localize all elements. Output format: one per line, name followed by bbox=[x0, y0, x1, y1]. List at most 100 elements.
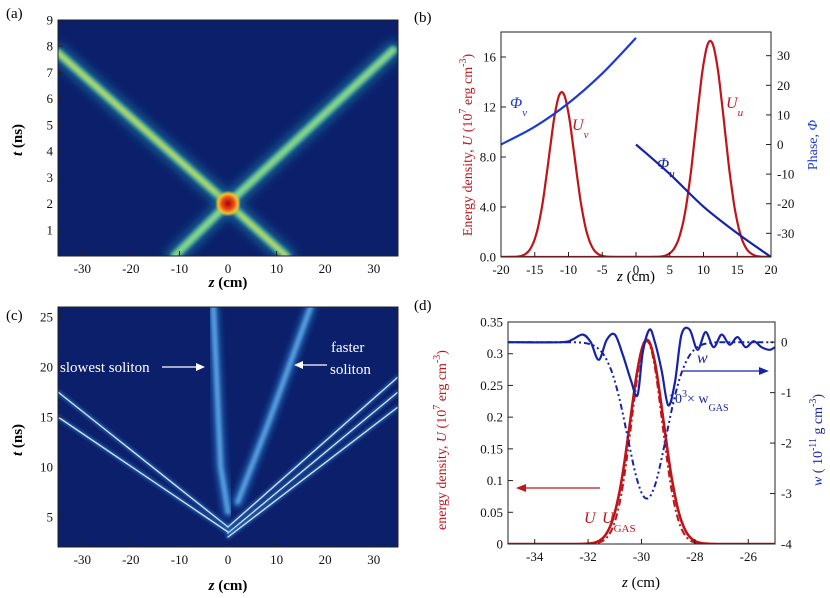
panel-c-ytick-tick-label: 25 bbox=[40, 310, 53, 325]
panel-a-background bbox=[58, 20, 398, 256]
panel-a-ytick-tick-label: 7 bbox=[47, 65, 54, 80]
panel-c-xtick-label: 20 bbox=[319, 552, 332, 567]
panel-c-xtick-label: 0 bbox=[225, 552, 232, 567]
panel-d-xtick-label: -32 bbox=[579, 549, 596, 564]
panel-c-xtick-label: -10 bbox=[171, 552, 188, 567]
panel-b-xtick-label: -10 bbox=[560, 262, 577, 277]
panel-b-ytick-tick-label: 12 bbox=[483, 100, 496, 115]
panel-a-xtick-label: 30 bbox=[367, 261, 380, 276]
series-u-u bbox=[501, 39, 771, 257]
series-u-gas bbox=[508, 340, 775, 544]
panel-a-chart: -30 -20 -10 0 10 20 30 1 2 3 4 5 6 7 8 9 bbox=[47, 13, 399, 276]
u-u-label: Uu bbox=[726, 95, 744, 119]
series-phi-v bbox=[501, 37, 637, 146]
panel-a-xtick-label: 10 bbox=[270, 261, 283, 276]
u-label-d: U bbox=[584, 510, 597, 527]
panel-d-y2tick-tick-label: -2 bbox=[781, 436, 792, 451]
panel-d-ylabel: energy density, U (107 erg cm-3) bbox=[432, 350, 450, 530]
soliton-track-c-1 bbox=[210, 307, 231, 515]
panel-b-ylabel: Energy density, U (107 erg cm-3) bbox=[458, 54, 476, 237]
panel-a-ytick-tick-label: 6 bbox=[47, 91, 54, 106]
panel-c-xtick-label: -20 bbox=[122, 552, 139, 567]
slowest-soliton-label: slowest soliton bbox=[60, 360, 150, 376]
panel-b-xtick-label: -15 bbox=[526, 262, 543, 277]
panel-d-y2tick-tick-label: -1 bbox=[781, 385, 792, 400]
u-v-label: Uv bbox=[572, 117, 589, 141]
panel-d-label: (d) bbox=[414, 298, 432, 314]
wgas-label: 103× wGAS bbox=[668, 389, 729, 414]
panel-c-ylabel: t (ns) bbox=[10, 424, 26, 456]
panel-b-y2tick-tick-label: -30 bbox=[777, 226, 794, 241]
panel-d-ytick-tick-label: 0 bbox=[497, 537, 504, 552]
panel-a-xtick-label: 20 bbox=[319, 261, 332, 276]
series-phi-u bbox=[635, 143, 771, 257]
panel-b-xtick-label: 0 bbox=[633, 262, 640, 277]
panel-a-ytick-tick-label: 8 bbox=[47, 39, 54, 54]
panel-b-y2tick-tick-label: 10 bbox=[777, 107, 790, 122]
panel-d-ytick-tick-label: 0.25 bbox=[480, 378, 503, 393]
panel-b-xtick-label: 5 bbox=[667, 262, 674, 277]
series-wgas bbox=[508, 341, 775, 500]
soliton-track-c-2 bbox=[235, 307, 314, 505]
w-label: w bbox=[697, 350, 708, 367]
panel-c-label: (c) bbox=[6, 308, 23, 324]
panel-c-ytick-tick-label: 10 bbox=[40, 460, 53, 475]
panel-b-xtick-label: 20 bbox=[765, 262, 778, 277]
panel-a-xlabel: z (cm) bbox=[208, 275, 248, 291]
panel-d-xlabel: z (cm) bbox=[621, 575, 660, 591]
panel-d-y2tick-tick-label: 0 bbox=[781, 335, 788, 350]
panel-d-xtick-label: -30 bbox=[633, 549, 650, 564]
panel-c-ytick-tick-label: 20 bbox=[40, 360, 53, 375]
panel-b-y2tick-tick-label: 0 bbox=[777, 137, 784, 152]
panel-b-ytick-tick-label: 4.0 bbox=[480, 200, 496, 215]
series-w bbox=[508, 326, 775, 407]
panel-a-ytick-tick-label: 1 bbox=[47, 222, 54, 237]
panel-b-ytick-tick-label: 16 bbox=[483, 50, 497, 65]
soliton-track-c-7 bbox=[58, 416, 229, 533]
panel-d-ytick-tick-label: 0.35 bbox=[480, 315, 503, 330]
panel-a-label: (a) bbox=[6, 6, 23, 22]
faster-soliton-label-line2: soliton bbox=[330, 362, 371, 378]
panel-b-y2tick-tick-label: 30 bbox=[777, 48, 790, 63]
series-u-v bbox=[501, 90, 771, 257]
panel-a-xtick-label: -20 bbox=[122, 261, 139, 276]
panel-a-ytick-tick-label: 4 bbox=[47, 144, 54, 159]
series-u bbox=[508, 338, 775, 544]
ugas-label: UGAS bbox=[602, 510, 636, 535]
panel-d-y2tick-tick-label: -4 bbox=[781, 537, 792, 552]
panel-d-xtick-label: -26 bbox=[740, 549, 758, 564]
panel-b-ytick-tick-label: 8.0 bbox=[480, 150, 496, 165]
panel-b-xtick-label: 10 bbox=[697, 262, 710, 277]
panel-a-xtick-label: -10 bbox=[171, 261, 188, 276]
panel-b-y2tick-tick-label: 20 bbox=[777, 78, 790, 93]
phi-v-label: Φv bbox=[510, 95, 527, 119]
panel-b-label: (b) bbox=[414, 10, 432, 26]
panel-a-ylabel: t (ns) bbox=[10, 124, 26, 156]
panel-c-ytick-tick-label: 5 bbox=[47, 510, 54, 525]
panel-d-y2label: w ( 10-11 g cm-3) bbox=[808, 394, 826, 486]
panel-d-chart: -34 -32 -30 -28 -2600.050.10.150.20.250.30.3… bbox=[480, 315, 792, 565]
panel-b-y2tick-tick-label: -10 bbox=[777, 167, 794, 182]
panel-d-ytick-tick-label: 0.3 bbox=[487, 346, 503, 361]
panel-d-ytick-tick-label: 0.1 bbox=[487, 473, 503, 488]
phi-u-label: Φu bbox=[657, 156, 675, 180]
panel-b-chart: -20 -15 -10 -5 0 5 10 15 20 0.0 4.0 8.0 12 16 -30 -20 -1… bbox=[480, 31, 794, 277]
panel-a-ytick-tick-label: 9 bbox=[47, 13, 54, 28]
panel-c-ytick-tick-label: 15 bbox=[40, 410, 53, 425]
soliton-track-c-6 bbox=[58, 391, 229, 528]
panel-c-xtick-label: 30 bbox=[367, 552, 380, 567]
panel-b-ytick-tick-label: 0.0 bbox=[480, 250, 496, 265]
soliton-track-c-4 bbox=[227, 391, 398, 534]
faster-soliton-label-line1: faster bbox=[331, 340, 364, 356]
panel-c-xlabel: z (cm) bbox=[208, 578, 248, 594]
panel-c-chart: -30 -20 -10 0 10 20 30 5 10 15 20 25 slowest solito… bbox=[40, 306, 399, 567]
panel-b-y2label: Phase, Φ bbox=[806, 120, 821, 171]
panel-d-ytick-tick-label: 0.15 bbox=[480, 441, 503, 456]
collision-spot bbox=[215, 190, 241, 217]
panel-b-xtick-label: -5 bbox=[597, 262, 608, 277]
panel-b-xlabel: z (cm) bbox=[616, 269, 655, 285]
panel-d-xtick-label: -28 bbox=[686, 549, 703, 564]
panel-b-y2tick-tick-label: -20 bbox=[777, 196, 794, 211]
panel-a-ytick-tick-label: 5 bbox=[47, 117, 54, 132]
